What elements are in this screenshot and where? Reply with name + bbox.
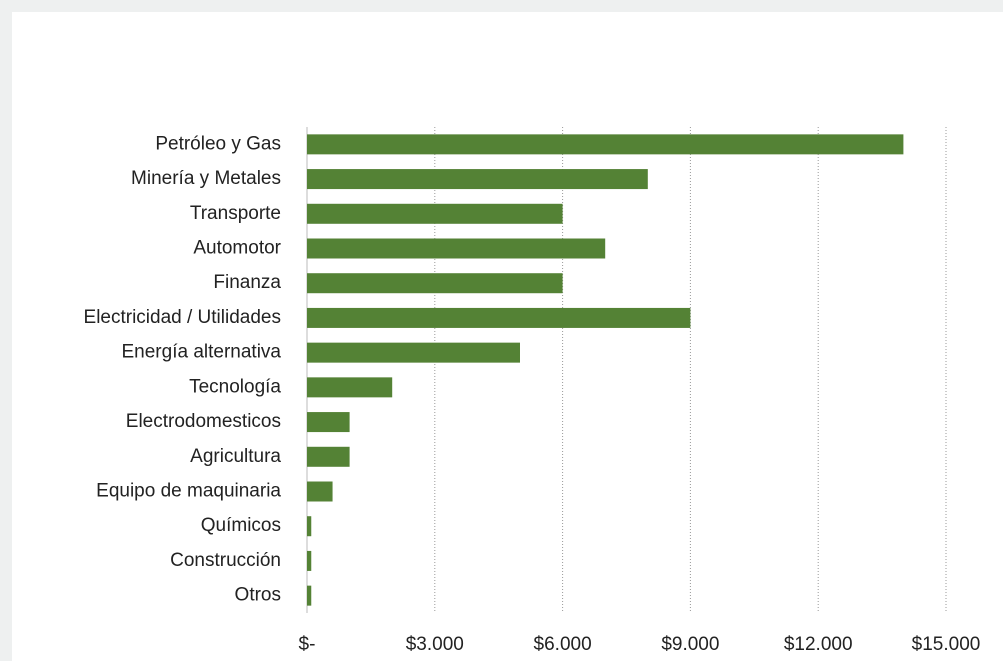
x-tick-label: $3.000: [406, 634, 464, 655]
bar: [307, 238, 606, 259]
bar: [307, 585, 312, 606]
bar: [307, 550, 312, 571]
y-tick-label: Químicos: [201, 515, 281, 536]
y-tick-label: Transporte: [190, 203, 281, 224]
bar: [307, 446, 350, 467]
chart-panel: [12, 12, 1003, 661]
y-tick-label: Energía alternativa: [122, 342, 282, 363]
bar: [307, 342, 520, 363]
y-tick-label: Construcción: [170, 550, 281, 571]
bar: [307, 377, 393, 398]
y-tick-label: Otros: [235, 585, 281, 606]
bar: [307, 516, 312, 537]
x-tick-label: $15.000: [912, 634, 981, 655]
y-tick-label: Tecnología: [189, 376, 281, 397]
x-tick-label: $9.000: [661, 634, 719, 655]
x-tick-label: $12.000: [784, 634, 853, 655]
y-tick-label: Petróleo y Gas: [155, 133, 281, 154]
bar: [307, 203, 563, 224]
y-tick-label: Electricidad / Utilidades: [84, 307, 281, 328]
bar: [307, 412, 350, 433]
x-tick-label: $-: [299, 634, 316, 655]
bar: [307, 169, 648, 190]
bar: [307, 481, 333, 502]
x-tick-label: $6.000: [534, 634, 592, 655]
y-tick-label: Automotor: [193, 238, 281, 259]
y-tick-label: Electrodomesticos: [126, 411, 281, 432]
y-tick-label: Finanza: [213, 272, 281, 293]
bar: [307, 273, 563, 294]
y-tick-label: Minería y Metales: [131, 168, 281, 189]
bar: [307, 307, 691, 328]
y-tick-label: Equipo de maquinaria: [96, 481, 281, 502]
y-tick-label: Agricultura: [190, 446, 281, 467]
bar: [307, 134, 904, 155]
